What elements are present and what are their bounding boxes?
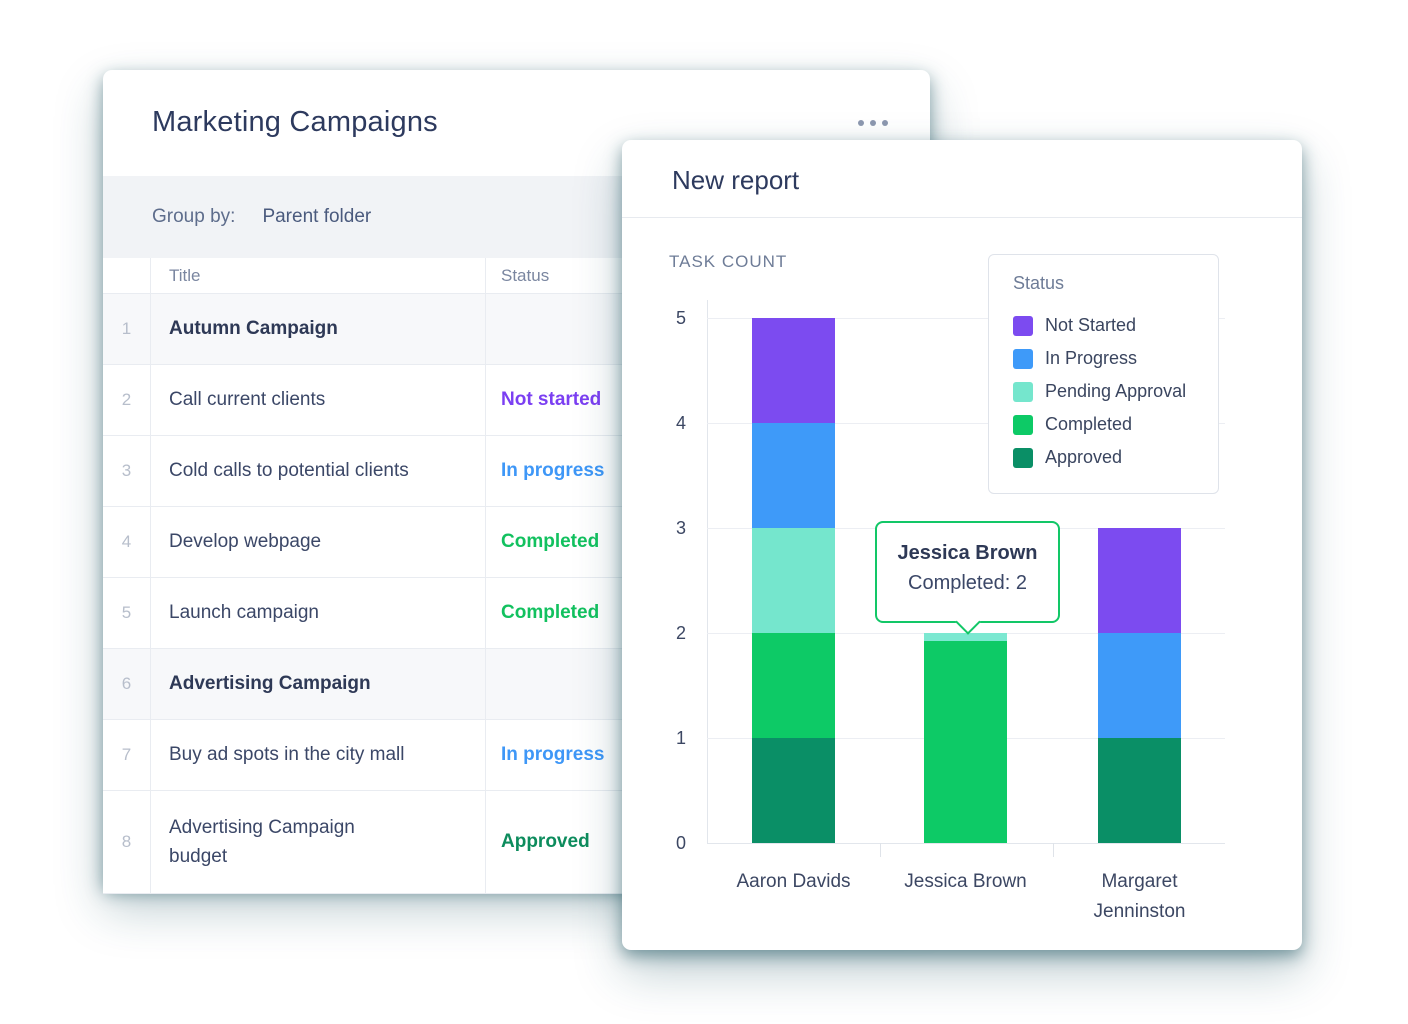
legend-title: Status <box>1013 273 1065 293</box>
bar-segment-pending-approval[interactable] <box>752 528 835 633</box>
task-status-cell: Completed <box>501 602 600 623</box>
x-axis-tick <box>879 843 881 857</box>
task-status-cell: Completed <box>501 531 600 552</box>
row-number: 4 <box>103 507 151 577</box>
bar-segment-approved[interactable] <box>1098 738 1181 843</box>
task-status-cell: Approved <box>501 831 590 852</box>
x-category-label: Jessica Brown <box>904 871 1027 892</box>
y-tick-label-3: 3 <box>675 518 686 538</box>
chart-tooltip: Jessica Brown Completed: 2 <box>875 521 1060 635</box>
y-tick-label-5: 5 <box>675 308 686 328</box>
header-status-cell: Status <box>501 265 550 285</box>
legend-item-not-started[interactable]: Not Started <box>1013 309 1218 342</box>
task-title: Develop webpage <box>169 531 322 552</box>
task-status-cell: Not started <box>501 389 602 410</box>
y-tick-label-2: 2 <box>675 623 686 643</box>
row-number: 3 <box>103 436 151 506</box>
legend-label: Approved <box>1045 447 1123 467</box>
x-category-label: Margaret Jenninston <box>1093 871 1186 923</box>
header-title-cell: Title <box>151 258 486 293</box>
y-tick-label-0: 0 <box>675 833 686 853</box>
legend-label: Completed <box>1045 414 1133 434</box>
chart-legend: Status Not Started In Progress Pending App… <box>988 254 1219 494</box>
group-by-value[interactable]: Parent folder <box>262 206 372 227</box>
y-tick-label-4: 4 <box>675 413 686 433</box>
gridline-y5 <box>707 318 1225 319</box>
bar-segment-approved[interactable] <box>752 738 835 843</box>
new-report-card: New report TASK COUNT 0 1 2 3 4 5 Aaron Davids… <box>622 140 1302 950</box>
task-title: Cold calls to potential clients <box>169 460 409 481</box>
task-title-cell: Call current clients <box>151 365 486 435</box>
more-menu-icon[interactable] <box>858 120 888 126</box>
task-title-cell: Cold calls to potential clients <box>151 436 486 506</box>
task-title-cell: Buy ad spots in the city mall <box>151 720 486 790</box>
page-title: Marketing Campaigns <box>152 106 438 138</box>
task-title-cell: Advertising Campaign <box>151 649 486 719</box>
task-status-cell: In progress <box>501 460 605 481</box>
tooltip-category: Jessica Brown <box>897 542 1038 564</box>
legend-item-pending-approval[interactable]: Pending Approval <box>1013 375 1218 408</box>
legend-item-in-progress[interactable]: In Progress <box>1013 342 1218 375</box>
legend-item-approved[interactable]: Approved <box>1013 441 1218 474</box>
task-title: Advertising Campaign budget <box>169 816 355 867</box>
legend-items: Not Started In Progress Pending Approval Co… <box>1013 309 1218 474</box>
task-title-cell: Develop webpage <box>151 507 486 577</box>
bar-segment-not-started[interactable] <box>752 318 835 423</box>
task-title: Call current clients <box>169 389 326 410</box>
title-divider <box>622 217 1302 218</box>
row-number: 6 <box>103 649 151 719</box>
hovered-segment-highlight <box>924 633 1007 641</box>
header-number-cell <box>103 258 151 293</box>
row-number: 7 <box>103 720 151 790</box>
task-title-cell: Advertising Campaign budget <box>151 791 486 893</box>
x-category-label: Aaron Davids <box>736 871 851 892</box>
task-title: Advertising Campaign <box>169 673 371 694</box>
legend-label: In Progress <box>1045 348 1138 368</box>
legend-swatch-icon <box>1013 381 1033 402</box>
legend-swatch-icon <box>1013 348 1033 369</box>
row-number: 2 <box>103 365 151 435</box>
bar-segment-completed[interactable] <box>752 633 835 738</box>
bar-segment-in-progress[interactable] <box>752 423 835 528</box>
legend-swatch-icon <box>1013 315 1033 336</box>
group-by-label: Group by: <box>152 206 236 227</box>
row-number: 1 <box>103 294 151 364</box>
tooltip-value: Completed: 2 <box>908 572 1027 594</box>
legend-item-completed[interactable]: Completed <box>1013 408 1218 441</box>
task-status-cell: In progress <box>501 744 605 765</box>
gridline-y0 <box>707 843 1225 844</box>
tooltip-arrow <box>955 609 981 635</box>
task-title-cell: Launch campaign <box>151 578 486 648</box>
task-title-cell: Autumn Campaign <box>151 294 486 364</box>
legend-swatch-icon <box>1013 414 1033 435</box>
bar-segment-not-started[interactable] <box>1098 528 1181 633</box>
task-title: Autumn Campaign <box>169 318 338 339</box>
gridline-y4 <box>707 423 1225 424</box>
task-title: Launch campaign <box>169 602 319 623</box>
bar-segment-in-progress[interactable] <box>1098 633 1181 738</box>
y-axis-line <box>707 300 708 843</box>
legend-label: Pending Approval <box>1045 381 1187 401</box>
bar-segment-completed[interactable] <box>924 633 1007 843</box>
task-title: Buy ad spots in the city mall <box>169 744 405 765</box>
row-number: 5 <box>103 578 151 648</box>
report-title: New report <box>672 165 800 195</box>
x-axis-tick <box>1052 843 1054 857</box>
y-tick-label-1: 1 <box>675 728 686 748</box>
legend-swatch-icon <box>1013 447 1033 468</box>
y-axis-title: TASK COUNT <box>669 252 788 271</box>
row-number: 8 <box>103 791 151 893</box>
legend-label: Not Started <box>1045 315 1137 335</box>
